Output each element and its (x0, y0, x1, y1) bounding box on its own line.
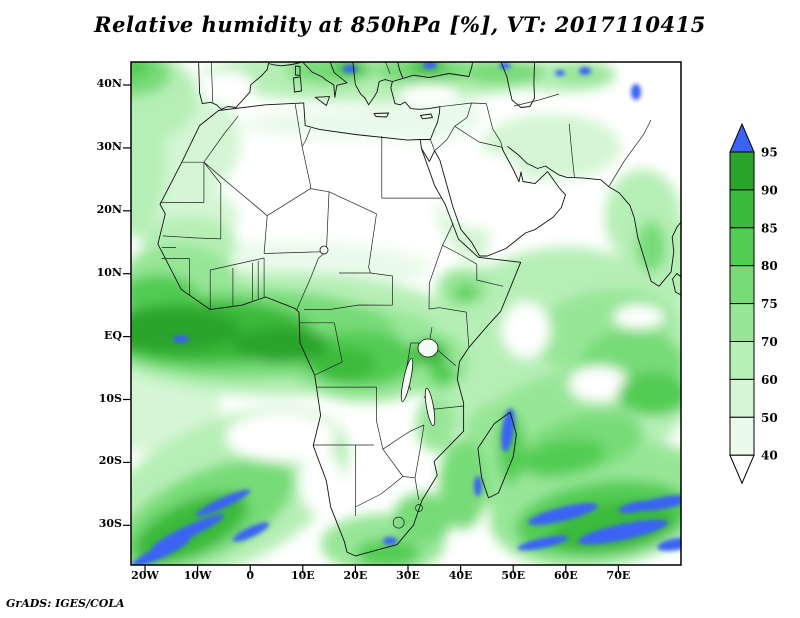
colorbar-segment (730, 379, 754, 417)
y-tick-label: 40N (58, 77, 122, 90)
colorbar-segment (730, 266, 754, 304)
grads-humidity-plot: Relative humidity at 850hPa [%], VT: 201… (0, 0, 800, 618)
x-tick-label: 30E (396, 569, 420, 582)
x-tick-label: 50E (501, 569, 525, 582)
x-tick-label: 10W (184, 569, 212, 582)
x-tick-label: 10E (291, 569, 315, 582)
lake-chad (320, 246, 328, 254)
colorbar-bottom-arrow (730, 455, 754, 483)
lake-victoria (418, 339, 438, 357)
attribution: GrADS: IGES/COLA (6, 597, 125, 610)
colorbar-segment (730, 417, 754, 455)
humidity-shading (117, 50, 695, 579)
colorbar: 95 90 85 80 75 70 60 50 40 (727, 120, 797, 495)
colorbar-segment (730, 342, 754, 380)
y-tick-label: 10N (58, 266, 122, 279)
y-tick-label: EQ (58, 329, 122, 342)
y-tick-label: 10S (58, 392, 122, 405)
x-tick-label: 60E (554, 569, 578, 582)
map-svg (117, 48, 695, 579)
y-tick-label: 20S (58, 454, 122, 467)
colorbar-segment (730, 190, 754, 228)
colorbar-segment (730, 304, 754, 342)
colorbar-label: 95 (761, 146, 778, 160)
colorbar-segment (730, 228, 754, 266)
colorbar-label: 60 (761, 373, 778, 387)
colorbar-label: 85 (761, 221, 778, 235)
x-tick-label: 70E (607, 569, 631, 582)
x-tick-label: 20E (344, 569, 368, 582)
colorbar-label: 70 (761, 335, 778, 349)
colorbar-label: 40 (761, 449, 778, 463)
colorbar-label: 75 (761, 297, 778, 311)
x-tick-label: 40E (449, 569, 473, 582)
y-tick-label: 30S (58, 517, 122, 530)
x-tick-label: 0 (246, 569, 254, 582)
colorbar-label: 80 (761, 259, 778, 273)
plot-title: Relative humidity at 850hPa [%], VT: 201… (0, 12, 800, 37)
x-tick-label: 20W (131, 569, 159, 582)
y-tick-label: 30N (58, 140, 122, 153)
colorbar-label: 50 (761, 411, 778, 425)
colorbar-segment (730, 152, 754, 190)
colorbar-top-arrow (730, 124, 754, 152)
colorbar-label: 90 (761, 183, 778, 197)
y-tick-label: 20N (58, 203, 122, 216)
